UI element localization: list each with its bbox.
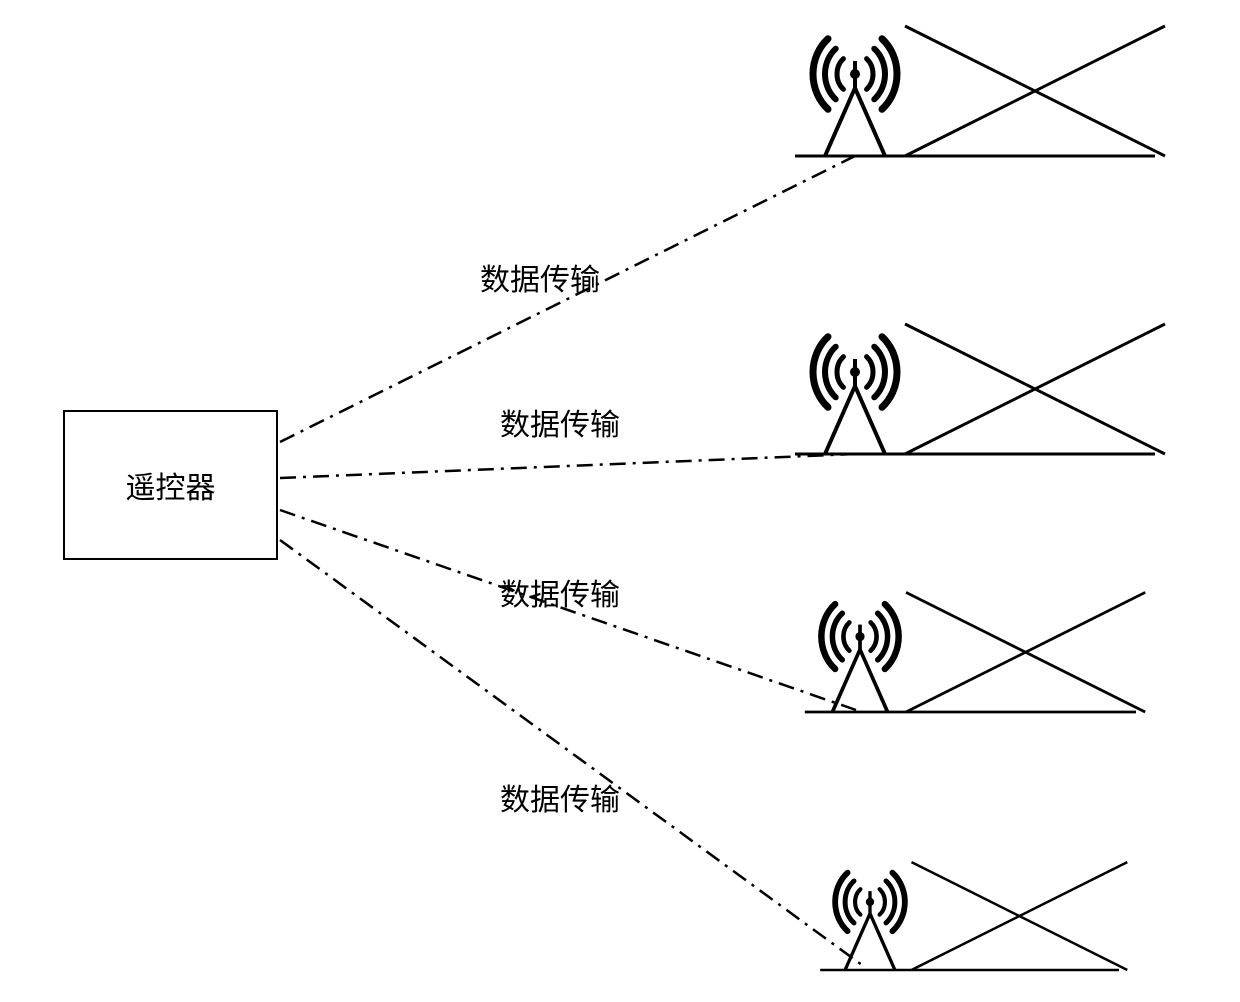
data-link-line [280, 454, 855, 478]
data-transmission-label: 数据传输 [480, 255, 600, 299]
remote-control-box: 遥控器 [63, 410, 278, 560]
data-transmission-label: 数据传输 [500, 400, 620, 444]
data-transmission-label: 数据传输 [500, 775, 620, 819]
remote-control-label: 遥控器 [126, 463, 216, 507]
data-transmission-label: 数据传输 [500, 570, 620, 614]
